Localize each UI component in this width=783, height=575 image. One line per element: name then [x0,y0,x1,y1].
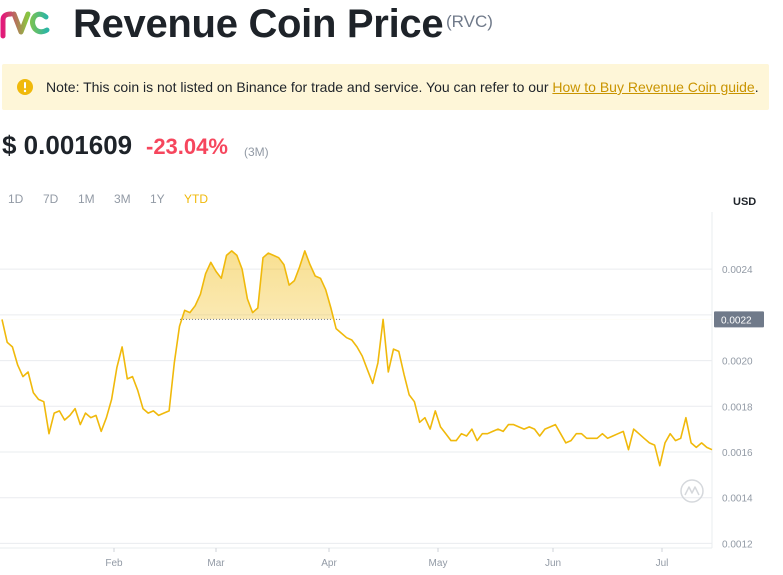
range-1m-button[interactable]: 1M [78,192,95,206]
watermark-mark [684,486,700,496]
x-tick-label: Jun [545,558,561,569]
y-tick-label: 0.0018 [722,402,753,413]
price-change: -23.04% [146,134,228,159]
x-tick-label: Feb [105,558,123,569]
how-to-buy-link[interactable]: How to Buy Revenue Coin guide [552,79,755,95]
notice-period: . [754,79,759,95]
watermark-icon [680,479,704,503]
currency-label: USD [733,196,757,208]
y-tick-label: 0.0024 [722,265,753,276]
y-tick-label: 0.0014 [722,494,753,505]
range-3m-button[interactable]: 3M [114,192,131,206]
exclamation-icon [17,79,33,95]
range-7d-button[interactable]: 7D [43,192,59,206]
header: Revenue Coin Price (RVC) [0,0,783,52]
x-tick-label: Mar [207,558,225,569]
range-1d-button[interactable]: 1D [8,192,24,206]
notice-message: Note: This coin is not listed on Binance… [46,79,553,95]
range-1y-button[interactable]: 1Y [150,192,165,206]
notice-banner: Note: This coin is not listed on Binance… [2,64,769,110]
current-price: $ 0.001609 [2,130,133,160]
current-price-label: 0.0022 [721,315,752,326]
price-line [1,250,713,467]
price-area-fill [2,250,384,320]
page-title: Revenue Coin Price [73,2,444,46]
y-tick-label: 0.0016 [722,448,753,459]
revenue-coin-logo-icon [0,11,50,39]
y-tick-label: 0.0012 [722,539,753,550]
change-period: (3M) [244,145,269,159]
x-tick-label: Jul [656,558,669,569]
current-price-label-bg [714,311,764,328]
x-tick-label: Apr [321,558,337,569]
y-tick-label: 0.0020 [722,357,753,368]
coin-symbol: (RVC) [446,12,493,31]
x-tick-label: May [429,558,448,569]
notice-text: Note: This coin is not listed on Binance… [46,79,759,95]
range-ytd-button[interactable]: YTD [184,192,208,206]
